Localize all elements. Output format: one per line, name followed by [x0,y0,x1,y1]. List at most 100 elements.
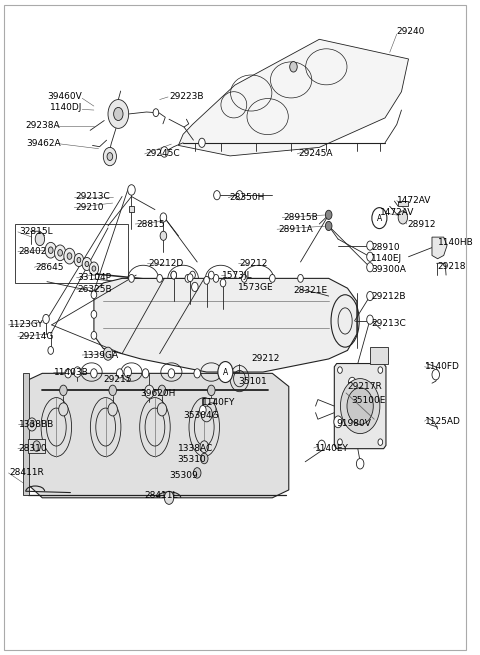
Text: 1472AV: 1472AV [380,208,415,217]
Circle shape [117,369,123,378]
Circle shape [157,274,162,282]
Text: 1339GA: 1339GA [83,350,119,360]
Circle shape [171,271,177,279]
Circle shape [27,418,36,431]
Text: 28402: 28402 [19,247,47,256]
Circle shape [206,403,216,416]
Circle shape [91,310,97,318]
Circle shape [48,346,54,354]
Circle shape [103,147,117,166]
Text: 1140HB: 1140HB [438,238,473,247]
Text: 29213C: 29213C [371,319,406,328]
Bar [129,206,134,212]
Circle shape [325,221,332,231]
Circle shape [128,185,135,195]
Text: 28910: 28910 [371,243,399,252]
Circle shape [114,107,123,121]
Circle shape [153,109,159,117]
Text: 1472AV: 1472AV [397,196,431,205]
Text: 29215: 29215 [103,375,132,384]
Circle shape [108,403,118,416]
Text: 29245A: 29245A [298,149,333,159]
Circle shape [91,369,97,378]
Circle shape [340,379,380,434]
Circle shape [372,208,387,229]
Circle shape [241,274,247,282]
Circle shape [199,138,205,147]
Bar [202,398,214,411]
Text: 1125AD: 1125AD [425,417,461,426]
Circle shape [201,453,208,464]
Circle shape [194,369,201,378]
Text: 28350H: 28350H [229,193,264,202]
Text: A: A [377,214,382,223]
Text: 28411L: 28411L [144,491,178,500]
Circle shape [108,100,129,128]
Text: 32815L: 32815L [19,227,52,236]
Circle shape [107,153,113,160]
Circle shape [30,422,34,427]
Circle shape [367,252,373,261]
Circle shape [43,314,49,324]
Circle shape [218,362,233,383]
Circle shape [77,257,81,263]
Circle shape [144,385,154,398]
Circle shape [347,388,373,424]
Text: 29212D: 29212D [148,259,184,268]
Bar [398,201,408,206]
Circle shape [89,262,98,275]
Text: 29217R: 29217R [348,382,382,391]
Bar [15,224,128,283]
Text: 28912: 28912 [408,219,436,229]
Circle shape [220,279,226,287]
Text: 28411R: 28411R [10,468,44,477]
Text: 35309: 35309 [169,471,198,480]
Circle shape [91,291,97,299]
Circle shape [200,405,206,415]
Circle shape [91,331,97,339]
Text: 91980V: 91980V [336,419,371,428]
Circle shape [160,213,167,222]
Circle shape [356,458,364,469]
Text: 1140EJ: 1140EJ [371,254,402,263]
Text: 39620H: 39620H [140,388,175,398]
Text: 29212: 29212 [240,259,268,268]
Text: 35310: 35310 [178,455,206,464]
Circle shape [58,250,62,256]
Text: 1140DJ: 1140DJ [50,103,82,112]
Text: 26325B: 26325B [77,285,112,294]
Circle shape [35,233,45,246]
Circle shape [378,439,383,445]
Text: 29212: 29212 [251,354,279,363]
Circle shape [161,147,168,157]
Circle shape [185,274,191,282]
Text: 1338AC: 1338AC [178,443,213,453]
Circle shape [290,62,297,72]
Circle shape [337,439,342,445]
Text: 39460V: 39460V [48,92,82,101]
Circle shape [33,441,40,451]
Text: 35101: 35101 [239,377,267,386]
Circle shape [193,468,201,478]
Circle shape [74,253,84,267]
Circle shape [60,385,67,396]
Circle shape [318,440,325,451]
Circle shape [367,241,373,250]
Text: 28911A: 28911A [278,225,313,234]
Text: 1140FY: 1140FY [202,398,235,407]
Circle shape [164,491,174,504]
Text: 1573JL: 1573JL [222,271,252,280]
Text: 39462A: 39462A [26,139,60,148]
Circle shape [103,347,113,360]
Circle shape [74,367,81,377]
Bar [370,347,388,364]
Circle shape [82,257,92,271]
Circle shape [158,385,166,396]
Circle shape [65,369,72,378]
Polygon shape [334,364,386,449]
Circle shape [48,247,53,253]
Circle shape [190,271,195,279]
Polygon shape [28,373,289,498]
Circle shape [204,276,209,284]
Text: 28310: 28310 [19,444,48,453]
